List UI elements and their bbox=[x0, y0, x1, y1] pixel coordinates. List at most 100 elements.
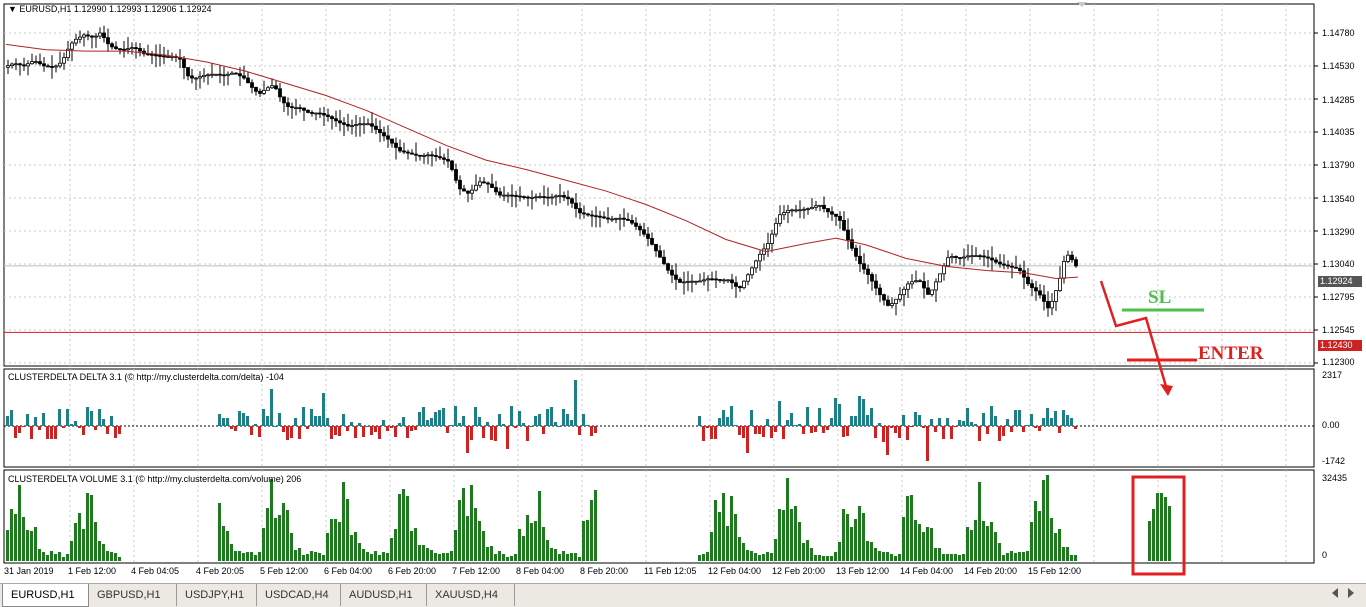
candle-body bbox=[98, 32, 102, 37]
volume-bar bbox=[902, 517, 905, 561]
delta-bar bbox=[530, 426, 533, 427]
delta-bar bbox=[486, 422, 489, 426]
volume-bar bbox=[1042, 480, 1045, 561]
chart-menu-triangle-icon[interactable]: ▼ bbox=[8, 4, 20, 14]
candle-body bbox=[838, 215, 842, 221]
candle-body bbox=[770, 233, 774, 244]
candle-body bbox=[210, 73, 214, 76]
candle-body bbox=[822, 204, 826, 209]
delta-bar bbox=[930, 419, 933, 426]
candle-body bbox=[726, 279, 730, 282]
volume-bar bbox=[474, 508, 477, 561]
candle-body bbox=[582, 212, 586, 215]
time-tick: 14 Feb 04:00 bbox=[900, 566, 954, 576]
volume-bar bbox=[586, 520, 589, 561]
delta-bar bbox=[974, 424, 977, 426]
candle-body bbox=[734, 282, 738, 287]
candle-body bbox=[462, 188, 466, 192]
candle-body bbox=[742, 280, 746, 289]
volume-bar bbox=[74, 523, 77, 561]
candle-body bbox=[474, 184, 478, 191]
volume-bar bbox=[102, 544, 105, 561]
delta-bar bbox=[934, 426, 937, 432]
candle-body bbox=[850, 239, 854, 249]
time-tick: 1 Feb 12:00 bbox=[68, 566, 117, 576]
candle-body bbox=[426, 154, 430, 157]
tab-gbpusd-h1[interactable]: GBPUSD,H1 bbox=[89, 584, 177, 606]
candle-body bbox=[718, 279, 722, 281]
delta-bar bbox=[742, 426, 745, 438]
volume-bar bbox=[62, 557, 65, 561]
tab-scroll-right-icon[interactable] bbox=[1348, 588, 1354, 598]
delta-bar bbox=[258, 426, 261, 437]
volume-bar bbox=[286, 510, 289, 561]
volume-bar bbox=[438, 554, 441, 561]
candle-body bbox=[674, 274, 678, 280]
time-tick: 31 Jan 2019 bbox=[4, 566, 54, 576]
volume-bar bbox=[54, 554, 57, 561]
tab-scroll-left-icon[interactable] bbox=[1332, 588, 1338, 598]
candle-body bbox=[534, 196, 538, 199]
candle-body bbox=[82, 34, 86, 38]
delta-bar bbox=[854, 416, 857, 426]
candle-body bbox=[518, 195, 522, 198]
candle-body bbox=[646, 233, 650, 239]
candle-body bbox=[342, 122, 346, 125]
volume-bar bbox=[766, 552, 769, 561]
delta-bar bbox=[22, 426, 25, 427]
candle-body bbox=[634, 222, 638, 227]
delta-bar bbox=[942, 426, 945, 439]
chart-scroll-arrow-icon[interactable] bbox=[1077, 2, 1087, 7]
delta-bar bbox=[714, 426, 717, 439]
delta-bar bbox=[1026, 425, 1029, 426]
volume-bar bbox=[430, 550, 433, 561]
tab-usdjpy-h1[interactable]: USDJPY,H1 bbox=[177, 584, 257, 606]
delta-bar bbox=[1070, 418, 1073, 426]
price-tick: 1.12545 bbox=[1322, 325, 1355, 335]
volume-bar bbox=[578, 557, 581, 561]
tab-xauusd-h4[interactable]: XAUUSD,H4 bbox=[427, 584, 515, 606]
volume-bar bbox=[30, 531, 33, 561]
candle-body bbox=[598, 215, 602, 218]
tab-audusd-h1[interactable]: AUDUSD,H1 bbox=[341, 584, 427, 606]
volume-bar bbox=[22, 517, 25, 561]
price-tick: 1.13790 bbox=[1322, 160, 1355, 170]
delta-bar bbox=[462, 416, 465, 426]
delta-bar bbox=[858, 396, 861, 426]
candle-body bbox=[990, 257, 994, 261]
volume-bar bbox=[702, 554, 705, 561]
tab-eurusd-h1[interactable]: EURUSD,H1 bbox=[2, 584, 89, 607]
volume-bar bbox=[730, 496, 733, 561]
time-tick: 8 Feb 20:00 bbox=[580, 566, 629, 576]
delta-bar bbox=[102, 419, 105, 426]
chart-canvas[interactable] bbox=[0, 0, 1366, 583]
delta-bar bbox=[562, 409, 565, 426]
chart-title-bar: ▼ EURUSD,H1 1.12990 1.12993 1.12906 1.12… bbox=[8, 4, 212, 14]
volume-bar bbox=[234, 551, 237, 561]
volume-bar bbox=[358, 543, 361, 561]
delta-bar bbox=[774, 426, 777, 432]
volume-bar bbox=[106, 551, 109, 561]
tab-usdcad-h4[interactable]: USDCAD,H4 bbox=[257, 584, 341, 606]
volume-bar bbox=[370, 554, 373, 561]
chart-window[interactable]: ▼ EURUSD,H1 1.12990 1.12993 1.12906 1.12… bbox=[0, 0, 1366, 583]
delta-bar bbox=[26, 414, 29, 426]
candle-body bbox=[354, 124, 358, 127]
delta-bar bbox=[450, 425, 453, 426]
volume-bar bbox=[714, 500, 717, 561]
volume-bar bbox=[1160, 493, 1163, 561]
volume-bar bbox=[1164, 497, 1167, 561]
volume-bar bbox=[914, 520, 917, 561]
volume-bar bbox=[770, 553, 773, 561]
volume-bar bbox=[982, 521, 985, 561]
candle-body bbox=[1030, 283, 1034, 289]
volume-bar bbox=[806, 540, 809, 561]
delta-bar bbox=[722, 410, 725, 426]
delta-bar bbox=[578, 426, 581, 435]
delta-bar bbox=[586, 425, 589, 426]
candle-body bbox=[478, 181, 482, 186]
candle-body bbox=[586, 213, 590, 216]
volume-bar bbox=[898, 554, 901, 561]
volume-bar bbox=[114, 553, 117, 561]
candle-body bbox=[1042, 294, 1046, 302]
